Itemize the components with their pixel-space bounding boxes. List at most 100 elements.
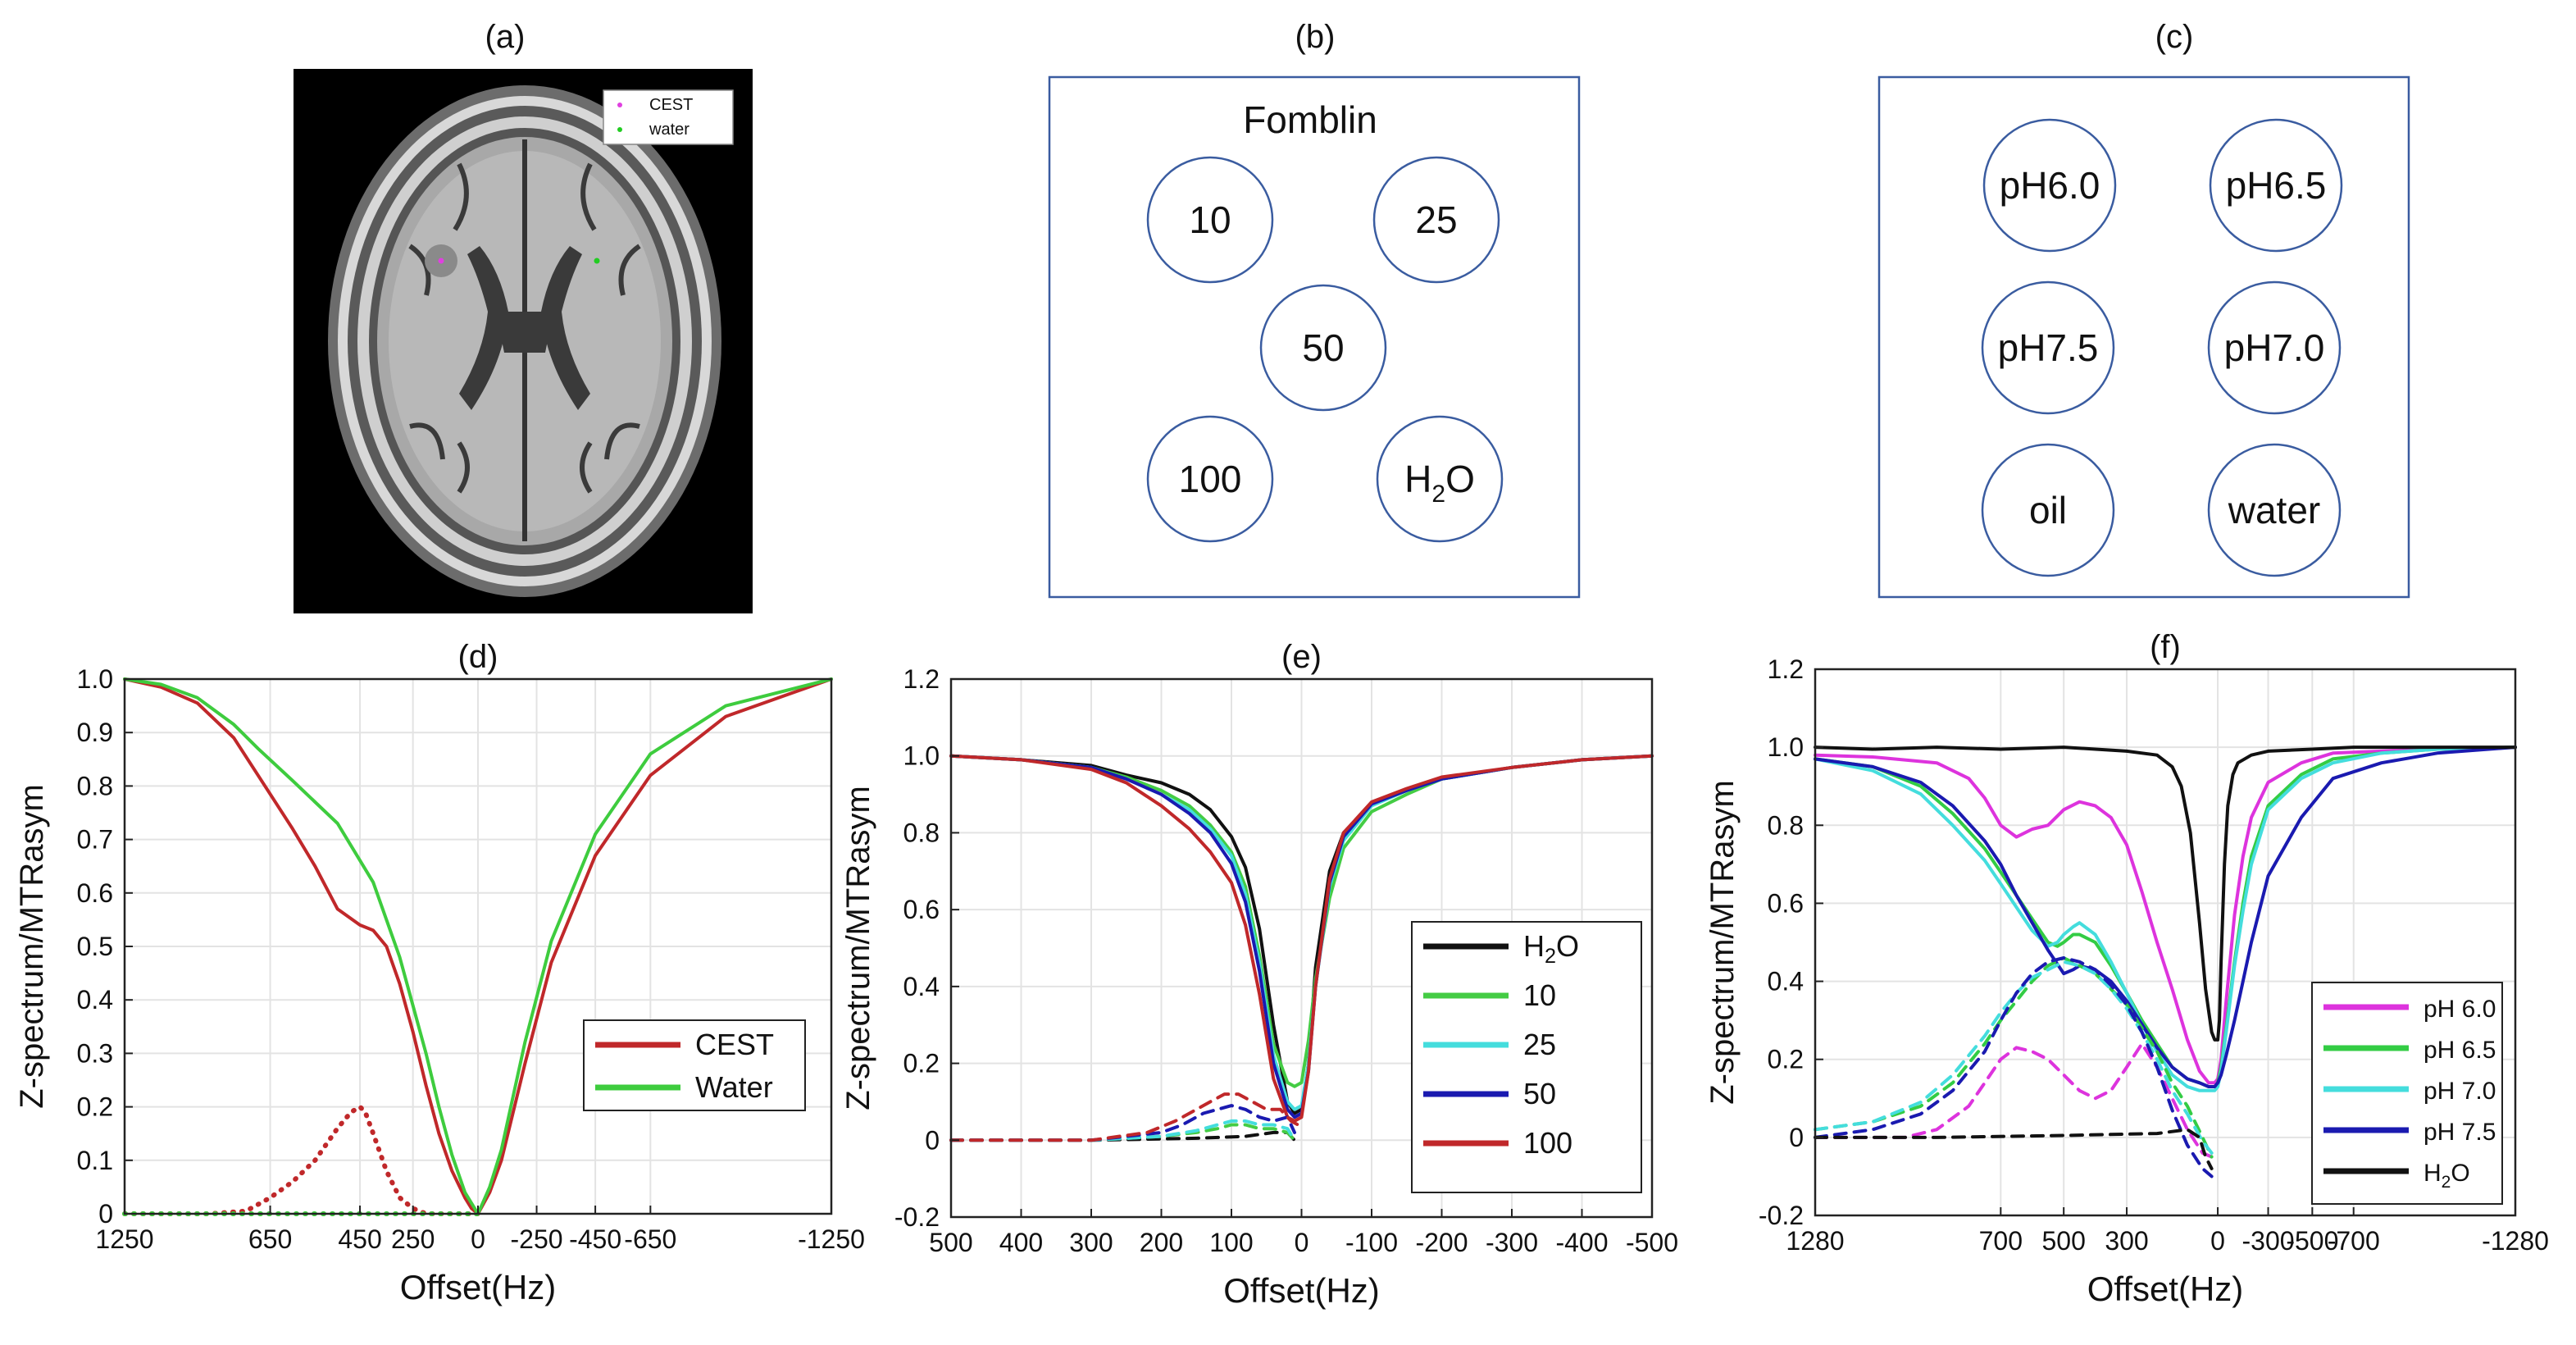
vial-ph65: [2209, 118, 2343, 253]
panel-b-label: (b): [1295, 19, 1336, 55]
vial-100-label: 100: [1179, 458, 1242, 500]
vial-h2o-label: H2O: [1404, 458, 1475, 508]
legend-label-cest: CEST: [695, 1028, 774, 1061]
x-tick-label-500: 500: [929, 1228, 972, 1257]
y-tick-label-0-2: 0.2: [1768, 1045, 1804, 1074]
x-tick-label-300: -300: [2242, 1226, 2295, 1256]
vial-25: [1372, 156, 1500, 284]
panel-a: (a) CEST water: [294, 19, 753, 613]
chart-f-title: (f): [2150, 629, 2181, 665]
x-tick-label-500: -500: [1626, 1228, 1678, 1257]
y-tick-label-0-2: 0.2: [903, 1049, 940, 1078]
series-50: [949, 754, 1654, 1119]
legend-label-water: Water: [695, 1070, 773, 1104]
chart-d: (d) 1250 650 450 250 0 -250 -450 -650 -1250 0 0.1 0.…: [14, 639, 865, 1306]
panel-c: (c) pH6.0 pH6.5 pH7.5 pH7.0 oil water: [1877, 19, 2410, 599]
vial-water: [2207, 443, 2342, 577]
series-cest-mtrasym: [122, 1104, 480, 1216]
y-tick-label-0-8: 0.8: [903, 818, 940, 847]
y-tick-label-0-6: 0.6: [1768, 888, 1804, 918]
x-tick-label-450: -450: [569, 1224, 621, 1254]
x-tick-label-500: 500: [2041, 1226, 2085, 1256]
x-axis-label: Offset(Hz): [1223, 1271, 1380, 1310]
x-tick-label-0: 0: [2210, 1226, 2225, 1256]
vial-h2o: [1376, 415, 1504, 543]
y-tick-label-1-2: 1.2: [903, 664, 940, 694]
y-tick-label-0-8: 0.8: [1768, 810, 1804, 840]
x-tick-label-200: 200: [1140, 1228, 1183, 1257]
y-tick-label-0-3: 0.3: [77, 1038, 113, 1068]
x-tick-label-0: 0: [471, 1224, 485, 1254]
x-tick-label-500: -500: [2286, 1226, 2338, 1256]
legend-label-100: 100: [1523, 1126, 1572, 1160]
y-tick-label-0: 0: [1789, 1123, 1804, 1152]
series-cest: [123, 677, 833, 1215]
x-tick-label-250: -250: [511, 1224, 563, 1254]
legend-label-h2o: H2O: [2424, 1160, 2470, 1192]
water-roi-marker: [594, 258, 600, 264]
series-100-mtrasym: [949, 1092, 1300, 1142]
y-tick-label-0-2: -0.2: [1759, 1201, 1804, 1230]
x-tick-label-250: 250: [391, 1224, 435, 1254]
legend: CEST Water: [583, 1019, 806, 1111]
y-tick-label-0-5: 0.5: [77, 932, 113, 961]
panel-a-label: (a): [485, 19, 526, 55]
phantom-c-frame: [1877, 75, 2410, 599]
vial-ph75: [1981, 280, 2115, 415]
vial-100: [1146, 415, 1274, 543]
vial-water-label: water: [2228, 489, 2320, 531]
phantom-b-frame: [1048, 75, 1581, 599]
brain-mri-image: [328, 85, 721, 597]
y-tick-label-0-2: 0.2: [77, 1092, 113, 1122]
x-tick-label-450: 450: [338, 1224, 381, 1254]
x-tick-label-300: 300: [2105, 1226, 2148, 1256]
legend-box: [2311, 982, 2503, 1205]
chart-e: (e)500 400 300 200 100 0 -100 -200 -300 -400 -500-…: [840, 639, 1678, 1310]
x-tick-label-400: 400: [999, 1228, 1043, 1257]
vial-oil: [1981, 443, 2115, 577]
legend-water-label: water: [649, 121, 690, 139]
vial-50: [1259, 284, 1387, 412]
cest-roi-marker: [438, 258, 444, 264]
vial-50-label: 50: [1302, 326, 1344, 369]
series-50-mtrasym: [949, 1104, 1296, 1142]
y-axis-label: Z-spectrum/MTRasym: [1704, 780, 1741, 1105]
x-axis-label: Offset(Hz): [400, 1268, 557, 1306]
x-tick-label-700: -700: [2328, 1226, 2380, 1256]
x-axis-label: Offset(Hz): [2087, 1270, 2244, 1308]
series-25-mtrasym: [949, 1119, 1296, 1142]
x-tick-label-0: 0: [1295, 1228, 1309, 1257]
legend-cest-marker: [617, 103, 622, 107]
y-tick-label-1: 1.0: [1768, 732, 1804, 762]
series-10: [949, 754, 1654, 1088]
x-tick-label-100: 100: [1209, 1228, 1253, 1257]
fomblin-title: Fomblin: [1243, 98, 1377, 141]
y-tick-label-0: 0: [98, 1199, 113, 1229]
vial-ph70: [2207, 280, 2342, 415]
y-tick-label-0-1: 0.1: [77, 1146, 113, 1175]
x-tick-label-650: -650: [624, 1224, 676, 1254]
vial-ph75-label: pH7.5: [1998, 326, 2099, 369]
series-ph-6-5-mtrasym: [1814, 956, 2214, 1159]
y-tick-label-0-9: 0.9: [77, 718, 113, 747]
y-tick-label-1: 1.0: [77, 664, 113, 694]
plot-frame: [1814, 668, 2517, 1217]
y-tick-label-0-4: 0.4: [1768, 967, 1804, 996]
series-ph-7-0-mtrasym: [1814, 960, 2214, 1155]
legend: H2O 10 25 50 100: [1411, 921, 1642, 1193]
x-tick-label-650: 650: [248, 1224, 292, 1254]
legend-label-ph-6-5: pH 6.5: [2424, 1037, 2496, 1064]
series-ph-7-5: [1814, 745, 2517, 1088]
vial-10: [1146, 156, 1274, 284]
x-tick-label-1250: -1250: [798, 1224, 865, 1254]
legend-label-ph-7-0: pH 7.0: [2424, 1078, 2496, 1105]
legend-label-h2o: H2O: [1523, 929, 1579, 968]
chart-d-title: (d): [458, 639, 498, 675]
x-tick-label-700: 700: [1979, 1226, 2023, 1256]
x-tick-label-400: -400: [1555, 1228, 1608, 1257]
y-tick-label-0-4: 0.4: [77, 985, 113, 1014]
legend-box: [583, 1019, 806, 1111]
legend-label-50: 50: [1523, 1077, 1556, 1110]
legend-label-25: 25: [1523, 1028, 1556, 1061]
legend-water-marker: [617, 127, 622, 132]
